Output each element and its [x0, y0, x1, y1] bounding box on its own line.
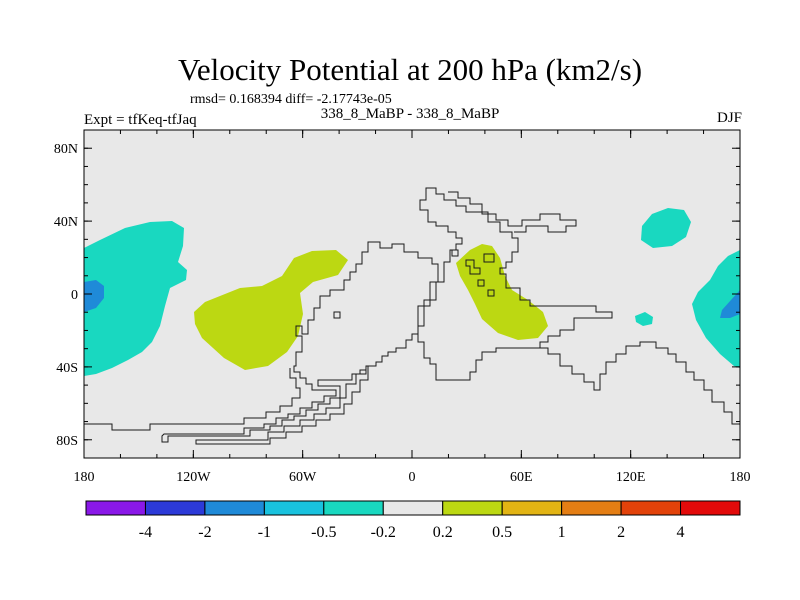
velocity-potential-map: 80N 40N 0 40S 80S 180 120W 60W 0 60E 120E 180 -4 -2…: [0, 0, 800, 600]
lon-tick-label: 60W: [289, 470, 317, 485]
lat-tick-label: 40N: [54, 215, 78, 230]
lat-tick-label: 0: [71, 288, 78, 303]
colorbar-label: 2: [617, 524, 625, 541]
lat-tick-label: 80S: [56, 434, 78, 449]
colorbar-swatch: [205, 501, 264, 515]
lon-tick-label: 60E: [510, 470, 533, 485]
lon-tick-label: 180: [74, 470, 95, 485]
colorbar-label: -0.5: [311, 524, 336, 541]
lon-tick-label: 0: [409, 470, 416, 485]
colorbar-swatch: [443, 501, 502, 515]
colorbar-label: -4: [139, 524, 152, 541]
colorbar-label: 0.2: [433, 524, 453, 541]
lat-tick-label: 40S: [56, 361, 78, 376]
colorbar-swatch: [145, 501, 204, 515]
colorbar-label: -2: [198, 524, 211, 541]
colorbar-swatch: [324, 501, 383, 515]
colorbar-label: -1: [258, 524, 271, 541]
lon-tick-label: 120W: [176, 470, 211, 485]
colorbar-swatch: [681, 501, 740, 515]
colorbar-swatch: [383, 501, 442, 515]
colorbar-swatch: [621, 501, 680, 515]
colorbar-swatch: [562, 501, 621, 515]
lat-tick-label: 80N: [54, 142, 78, 157]
colorbar-swatch: [502, 501, 561, 515]
lon-tick-label: 120E: [616, 470, 646, 485]
map-background: [84, 130, 740, 458]
colorbar-swatch: [264, 501, 323, 515]
lon-tick-label: 180: [730, 470, 751, 485]
colorbar-label: 0.5: [492, 524, 512, 541]
colorbar-label: 1: [558, 524, 566, 541]
colorbar-label: 4: [677, 524, 685, 541]
colorbar-label: -0.2: [371, 524, 396, 541]
colorbar-swatch: [86, 501, 145, 515]
colorbar: -4 -2 -1 -0.5 -0.2 0.2 0.5 1 2 4: [86, 501, 740, 541]
